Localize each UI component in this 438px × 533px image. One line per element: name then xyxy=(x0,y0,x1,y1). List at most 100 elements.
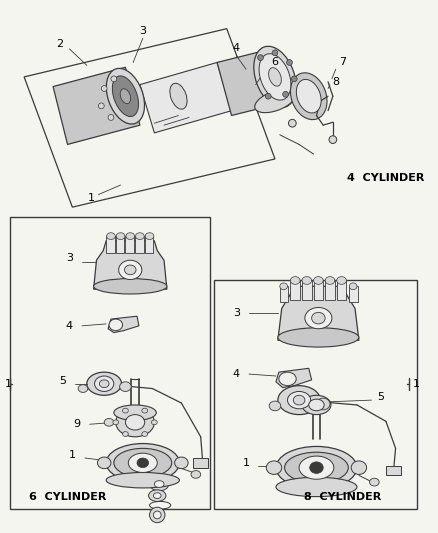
Ellipse shape xyxy=(113,405,156,421)
Ellipse shape xyxy=(106,472,179,488)
Polygon shape xyxy=(24,29,274,207)
Ellipse shape xyxy=(106,233,115,239)
Ellipse shape xyxy=(293,395,304,405)
Ellipse shape xyxy=(137,458,148,467)
Text: 4: 4 xyxy=(232,369,240,379)
Polygon shape xyxy=(277,286,358,340)
Ellipse shape xyxy=(149,478,169,491)
Ellipse shape xyxy=(265,93,271,99)
Ellipse shape xyxy=(120,89,131,103)
Ellipse shape xyxy=(191,471,200,478)
Ellipse shape xyxy=(97,457,111,469)
Ellipse shape xyxy=(148,490,166,502)
Ellipse shape xyxy=(170,83,187,109)
Ellipse shape xyxy=(350,461,366,474)
Bar xyxy=(290,280,300,300)
Polygon shape xyxy=(140,62,231,133)
Ellipse shape xyxy=(254,90,294,112)
Ellipse shape xyxy=(290,277,300,284)
Text: 5: 5 xyxy=(59,376,66,386)
Ellipse shape xyxy=(257,55,263,61)
Text: 8  CYLINDER: 8 CYLINDER xyxy=(303,491,380,502)
Polygon shape xyxy=(93,241,166,289)
Ellipse shape xyxy=(286,60,292,66)
Ellipse shape xyxy=(284,452,347,483)
Ellipse shape xyxy=(106,68,144,124)
Text: 3: 3 xyxy=(66,253,73,263)
Text: 1: 1 xyxy=(412,379,419,389)
Ellipse shape xyxy=(309,462,322,473)
Polygon shape xyxy=(276,368,311,387)
Ellipse shape xyxy=(145,233,154,239)
Ellipse shape xyxy=(128,453,157,472)
Ellipse shape xyxy=(122,432,128,437)
Ellipse shape xyxy=(313,277,322,284)
Ellipse shape xyxy=(336,277,346,284)
Bar xyxy=(301,280,311,300)
Ellipse shape xyxy=(122,408,128,413)
Ellipse shape xyxy=(174,457,188,469)
Bar xyxy=(385,466,400,475)
Ellipse shape xyxy=(106,443,179,482)
Text: 2: 2 xyxy=(56,39,63,49)
Bar xyxy=(135,236,143,254)
Ellipse shape xyxy=(93,279,166,294)
Ellipse shape xyxy=(308,399,323,411)
Bar xyxy=(193,458,208,467)
Ellipse shape xyxy=(120,382,131,391)
Ellipse shape xyxy=(296,79,321,113)
Ellipse shape xyxy=(291,76,297,82)
Ellipse shape xyxy=(153,492,161,498)
Ellipse shape xyxy=(118,260,141,279)
Text: 5: 5 xyxy=(377,392,384,402)
Ellipse shape xyxy=(282,91,288,97)
Ellipse shape xyxy=(258,54,290,100)
Polygon shape xyxy=(108,316,138,333)
Ellipse shape xyxy=(311,312,325,324)
Ellipse shape xyxy=(288,119,296,127)
Bar xyxy=(279,286,288,302)
Ellipse shape xyxy=(94,376,113,391)
Ellipse shape xyxy=(104,418,113,426)
Ellipse shape xyxy=(369,478,378,486)
Text: 1: 1 xyxy=(242,458,249,468)
Ellipse shape xyxy=(87,372,121,395)
Bar xyxy=(10,217,210,509)
Text: 9: 9 xyxy=(74,419,81,429)
Ellipse shape xyxy=(277,328,358,347)
Ellipse shape xyxy=(277,386,320,415)
Bar xyxy=(145,236,153,254)
Bar xyxy=(214,279,416,509)
Ellipse shape xyxy=(328,136,336,143)
Text: 3: 3 xyxy=(232,308,239,318)
Ellipse shape xyxy=(268,68,281,86)
Text: 6  CYLINDER: 6 CYLINDER xyxy=(29,491,106,502)
Ellipse shape xyxy=(135,233,144,239)
Text: 1: 1 xyxy=(88,192,95,203)
Ellipse shape xyxy=(268,401,280,411)
Bar xyxy=(106,236,115,254)
Bar xyxy=(336,280,346,300)
Ellipse shape xyxy=(298,456,333,479)
Text: 7: 7 xyxy=(338,58,345,68)
Text: 1: 1 xyxy=(5,379,12,389)
Ellipse shape xyxy=(113,448,171,478)
Polygon shape xyxy=(53,67,140,144)
Ellipse shape xyxy=(99,380,109,387)
Text: 4: 4 xyxy=(66,321,73,331)
Ellipse shape xyxy=(304,308,331,329)
Ellipse shape xyxy=(126,233,134,239)
Bar xyxy=(313,280,322,300)
Ellipse shape xyxy=(276,478,356,497)
Ellipse shape xyxy=(101,86,107,91)
Ellipse shape xyxy=(112,76,138,117)
Ellipse shape xyxy=(113,420,118,425)
Text: 6: 6 xyxy=(271,58,278,68)
Ellipse shape xyxy=(272,50,277,55)
Ellipse shape xyxy=(108,115,113,120)
Ellipse shape xyxy=(116,233,125,239)
Ellipse shape xyxy=(279,283,287,289)
Text: 1: 1 xyxy=(69,450,76,460)
Ellipse shape xyxy=(290,73,326,119)
Ellipse shape xyxy=(151,420,157,425)
